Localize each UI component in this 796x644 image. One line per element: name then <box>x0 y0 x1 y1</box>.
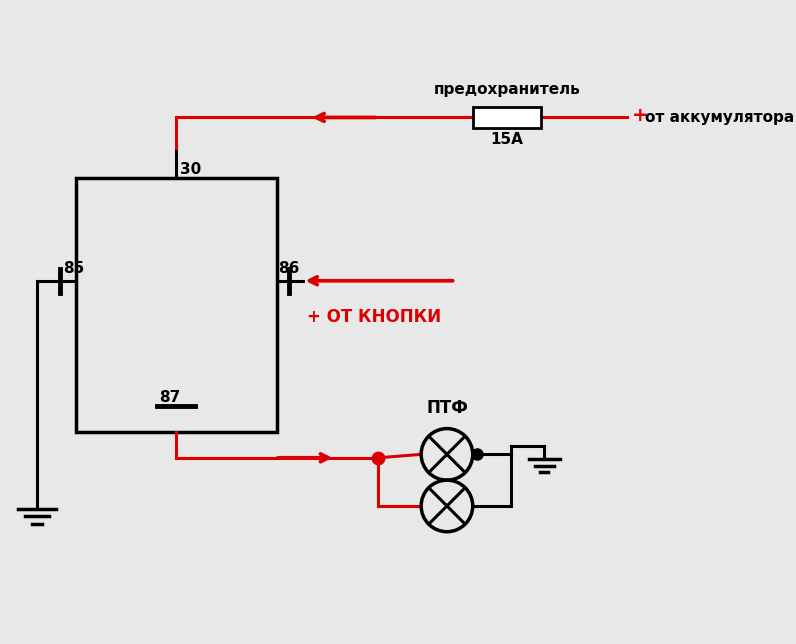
Text: 87: 87 <box>159 390 180 404</box>
Bar <box>473 107 541 128</box>
Bar <box>76 178 277 432</box>
Text: от аккумулятора: от аккумулятора <box>645 110 794 125</box>
Text: 85: 85 <box>64 261 85 276</box>
Text: + ОТ КНОПКИ: + ОТ КНОПКИ <box>306 308 441 327</box>
Text: предохранитель: предохранитель <box>434 82 580 97</box>
Text: 30: 30 <box>180 162 201 176</box>
Text: +: + <box>632 106 648 125</box>
Text: 86: 86 <box>279 261 300 276</box>
Text: ПТФ: ПТФ <box>426 399 468 417</box>
Text: 15А: 15А <box>490 132 524 147</box>
